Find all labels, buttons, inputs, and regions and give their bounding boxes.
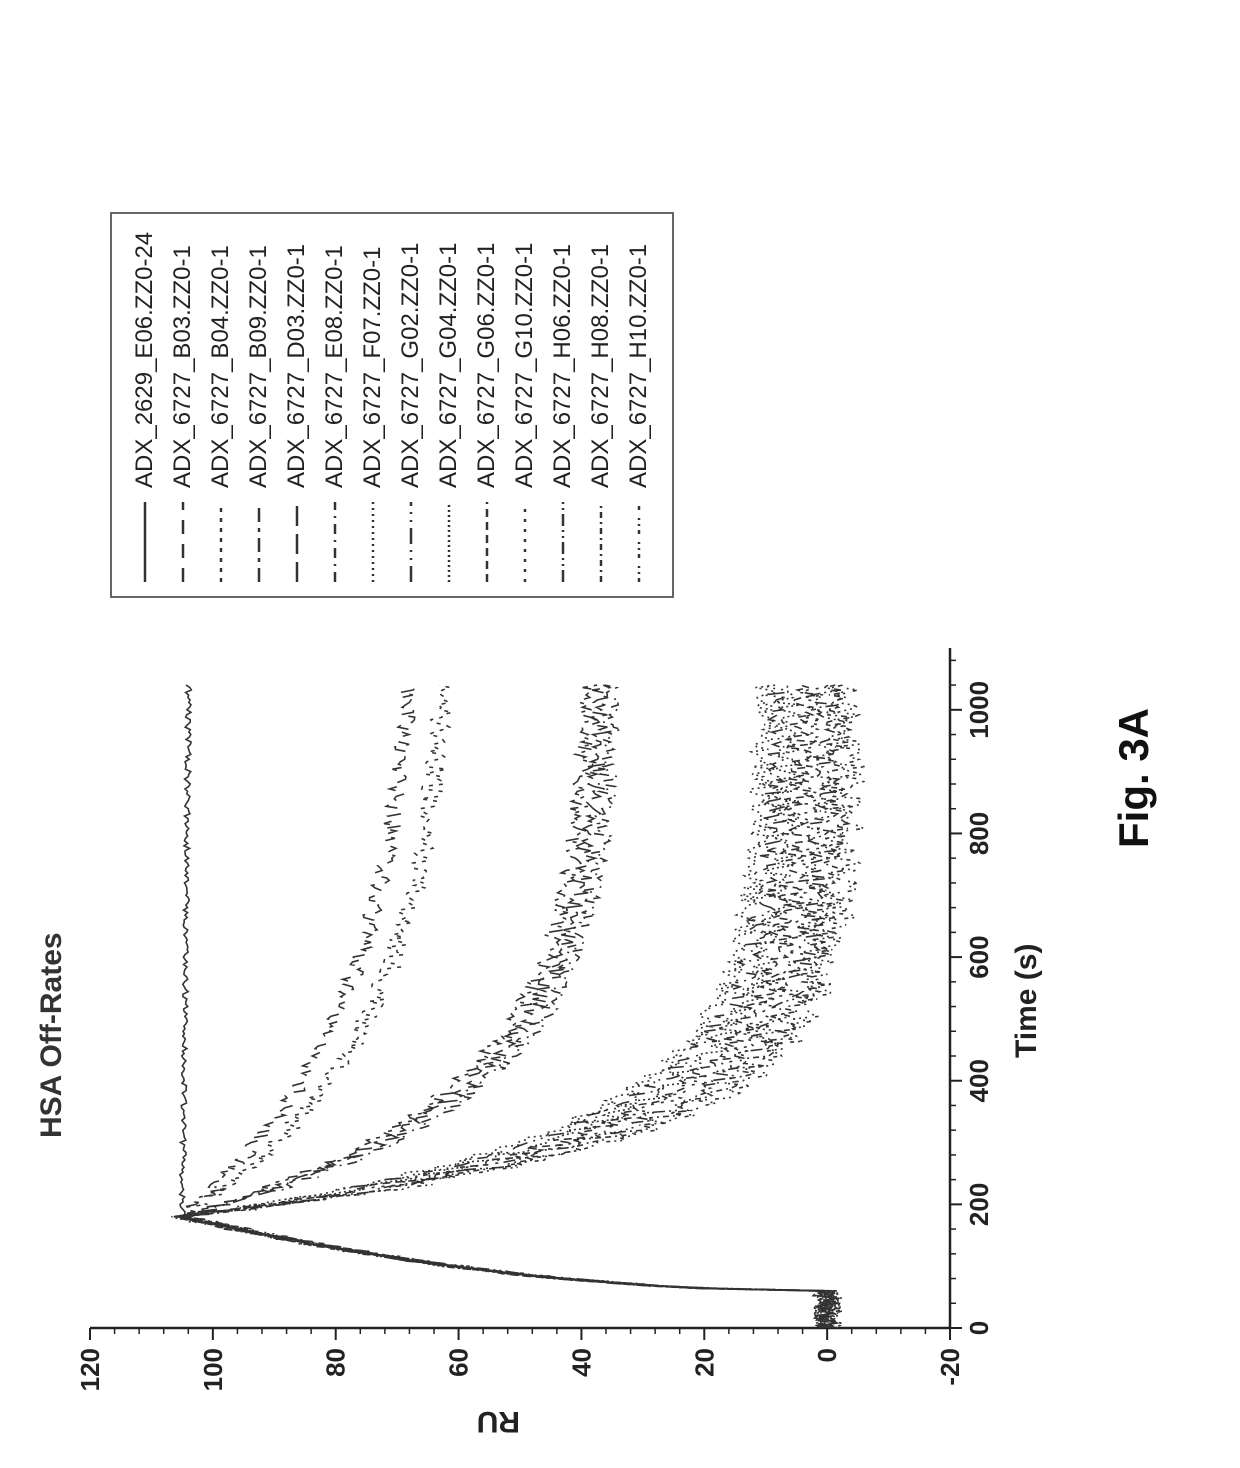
series-line <box>184 685 836 1328</box>
legend-row: ADX_6727_G04.ZZ0-1 <box>430 232 468 582</box>
legend-row: ADX_6727_H10.ZZ0-1 <box>620 232 658 582</box>
legend-label: ADX_2629_E06.ZZ0-24 <box>131 232 159 488</box>
series-line <box>176 685 866 1328</box>
legend-swatch <box>209 502 233 582</box>
svg-text:200: 200 <box>964 1183 994 1226</box>
legend-swatch <box>323 502 347 582</box>
legend-swatch <box>361 502 385 582</box>
svg-text:-20: -20 <box>935 1348 965 1386</box>
legend-row: ADX_6727_G10.ZZ0-1 <box>506 232 544 582</box>
legend-label: ADX_6727_G04.ZZ0-1 <box>435 243 463 488</box>
legend-label: ADX_6727_G02.ZZ0-1 <box>397 243 425 488</box>
legend-box: ADX_2629_E06.ZZ0-24 ADX_6727_B03.ZZ0-1 ADX… <box>110 212 674 598</box>
series-line <box>183 685 853 1328</box>
legend-row: ADX_6727_G02.ZZ0-1 <box>392 232 430 582</box>
svg-text:400: 400 <box>964 1059 994 1102</box>
svg-text:0: 0 <box>812 1348 842 1362</box>
legend-swatch <box>399 502 423 582</box>
legend-row: ADX_6727_G06.ZZ0-1 <box>468 232 506 582</box>
legend-row: ADX_6727_H08.ZZ0-1 <box>582 232 620 582</box>
legend-swatch <box>285 502 309 582</box>
svg-text:800: 800 <box>964 812 994 855</box>
legend-row: ADX_6727_F07.ZZ0-1 <box>354 232 392 582</box>
legend-swatch <box>133 502 157 582</box>
legend-swatch <box>475 502 499 582</box>
landscape-wrap: HSA Off-Rates RU Time (s) Fig. 3A 020040… <box>0 0 1240 1468</box>
legend-swatch <box>247 502 271 582</box>
legend-label: ADX_6727_B09.ZZ0-1 <box>245 245 273 488</box>
legend-row: ADX_6727_B04.ZZ0-1 <box>202 232 240 582</box>
legend-swatch <box>627 502 651 582</box>
legend-row: ADX_6727_E08.ZZ0-1 <box>316 232 354 582</box>
svg-text:120: 120 <box>75 1348 105 1391</box>
legend-label: ADX_6727_G06.ZZ0-1 <box>473 243 501 488</box>
page-stage: HSA Off-Rates RU Time (s) Fig. 3A 020040… <box>0 0 1240 1468</box>
legend-row: ADX_6727_B03.ZZ0-1 <box>164 232 202 582</box>
legend-swatch <box>513 502 537 582</box>
legend-swatch <box>551 502 575 582</box>
legend-label: ADX_6727_E08.ZZ0-1 <box>321 245 349 488</box>
legend-label: ADX_6727_D03.ZZ0-1 <box>283 244 311 488</box>
svg-text:100: 100 <box>198 1348 228 1391</box>
legend-label: ADX_6727_B04.ZZ0-1 <box>207 245 235 488</box>
series-line <box>181 685 839 1328</box>
legend-label: ADX_6727_B03.ZZ0-1 <box>169 245 197 488</box>
svg-text:40: 40 <box>566 1348 596 1377</box>
legend-label: ADX_6727_H06.ZZ0-1 <box>549 244 577 488</box>
svg-text:20: 20 <box>689 1348 719 1377</box>
legend-row: ADX_6727_B09.ZZ0-1 <box>240 232 278 582</box>
legend-row: ADX_2629_E06.ZZ0-24 <box>126 232 164 582</box>
series-line <box>174 685 836 1328</box>
svg-text:0: 0 <box>964 1321 994 1335</box>
legend-swatch <box>589 502 613 582</box>
legend-swatch <box>171 502 195 582</box>
svg-text:80: 80 <box>321 1348 351 1377</box>
legend-label: ADX_6727_F07.ZZ0-1 <box>359 247 387 488</box>
legend-row: ADX_6727_D03.ZZ0-1 <box>278 232 316 582</box>
svg-text:1000: 1000 <box>964 681 994 739</box>
svg-text:600: 600 <box>964 935 994 978</box>
series-line <box>180 685 835 1328</box>
svg-text:60: 60 <box>444 1348 474 1377</box>
legend-label: ADX_6727_G10.ZZ0-1 <box>511 243 539 488</box>
legend-row: ADX_6727_H06.ZZ0-1 <box>544 232 582 582</box>
legend-label: ADX_6727_H08.ZZ0-1 <box>587 244 615 488</box>
legend-label: ADX_6727_H10.ZZ0-1 <box>625 244 653 488</box>
legend-swatch <box>437 502 461 582</box>
series-line <box>180 685 830 1328</box>
